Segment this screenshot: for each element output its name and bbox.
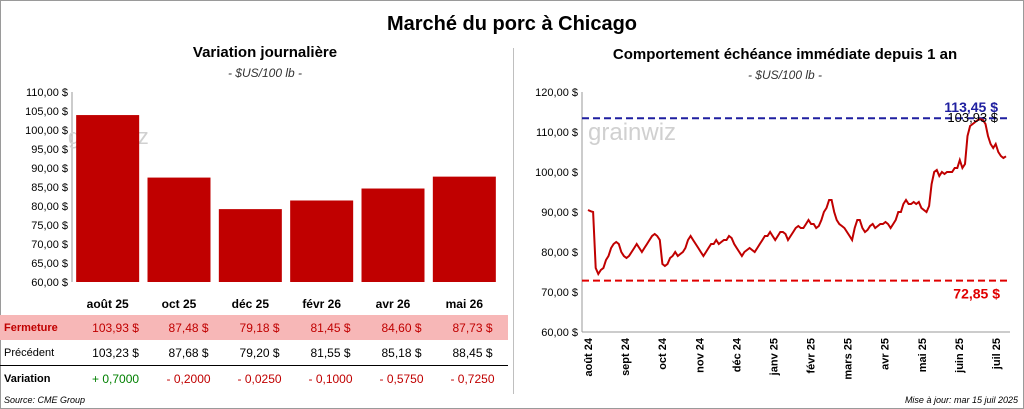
previous-label: Précédent	[0, 340, 78, 366]
variation-cell: - 0,0250	[237, 371, 282, 386]
page-title: Marché du porc à Chicago	[386, 13, 638, 35]
bar-x-tick-label: févr 26	[302, 297, 341, 311]
variation-cell: + 0,7000	[92, 371, 140, 386]
bar-x-tick-label: oct 25	[162, 297, 197, 311]
previous-row: Précédent 103,23 $ 87,68 $ 79,20 $ 81,55…	[0, 340, 508, 366]
bar-y-tick-label: 65,00 $	[31, 258, 68, 270]
bar-y-tick-label: 110,00 $	[26, 87, 68, 99]
line-watermark: grainwiz	[588, 119, 676, 146]
previous-cell: 81,55 $	[295, 340, 367, 366]
bar-y-tick-label: 60,00 $	[31, 277, 68, 289]
variation-label: Variation	[4, 372, 51, 385]
bar-y-tick-label: 75,00 $	[31, 220, 68, 232]
line-x-tick-label: sept 24	[620, 337, 632, 376]
bar	[290, 200, 354, 282]
line-x-tick-label: mai 25	[917, 338, 929, 372]
variation-cell: - 0,2000	[166, 371, 211, 386]
left-chart-title: Variation journalière	[192, 44, 338, 61]
low-value-label: 72,85 $	[953, 286, 1000, 302]
last-value-label: 103,93 $	[947, 110, 998, 125]
line-x-tick-label: juil 25	[991, 338, 1003, 370]
line-x-tick-label: avr 25	[880, 338, 892, 370]
high-value-label: 113,45 $	[944, 99, 998, 115]
bar-y-tick-label: 85,00 $	[31, 182, 68, 194]
bar-x-tick-label: déc 25	[232, 297, 270, 311]
bar	[147, 177, 211, 282]
line-x-tick-label: août 24	[583, 337, 595, 376]
line-x-tick-label: déc 24	[731, 337, 743, 372]
bar-x-tick-label: mai 26	[446, 297, 484, 311]
line-y-tick-label: 60,00 $	[541, 327, 578, 339]
line-x-tick-label: janv 25	[768, 338, 780, 376]
bar-y-tick-label: 105,00 $	[25, 106, 68, 118]
bar-y-tick-label: 100,00 $	[25, 125, 68, 137]
line-y-tick-label: 120,00 $	[535, 87, 578, 99]
bar-x-tick-label: août 25	[87, 297, 129, 311]
bar	[76, 115, 140, 282]
close-row: Fermeture 103,93 $ 87,48 $ 79,18 $ 81,45…	[0, 315, 508, 340]
line-y-tick-label: 110,00 $	[536, 127, 578, 139]
close-cell: 87,48 $	[153, 315, 225, 340]
panel-divider	[513, 48, 514, 394]
line-x-tick-label: mars 25	[843, 338, 855, 380]
close-cell: 81,45 $	[295, 315, 367, 340]
price-series-line	[587, 118, 1007, 277]
right-chart-unit: - $US/100 lb -	[747, 68, 823, 82]
previous-cell: 85,18 $	[366, 340, 437, 366]
line-y-tick-label: 80,00 $	[541, 247, 578, 259]
previous-cell: 87,68 $	[153, 340, 225, 366]
price-table: Fermeture 103,93 $ 87,48 $ 79,18 $ 81,45…	[0, 315, 508, 391]
variation-cell: - 0,1000	[308, 371, 353, 386]
bar-y-tick-label: 70,00 $	[31, 239, 68, 251]
bar	[218, 209, 282, 282]
line-y-tick-label: 100,00 $	[535, 167, 578, 179]
previous-cell: 103,23 $	[78, 340, 154, 366]
variation-cell: - 0,7250	[450, 371, 495, 386]
line-x-tick-label: févr 25	[806, 338, 818, 373]
left-chart-unit: - $US/100 lb -	[227, 66, 303, 80]
close-cell: 103,93 $	[78, 315, 154, 340]
line-y-tick-label: 90,00 $	[541, 207, 578, 219]
right-chart-title: Comportement échéance immédiate depuis 1…	[612, 46, 958, 63]
line-x-tick-label: nov 24	[694, 337, 706, 373]
close-cell: 87,73 $	[437, 315, 508, 340]
bar-chart: 60,00 $ 65,00 $ 70,00 $ 75,00 $ 80,00 $ 85,00…	[25, 87, 496, 311]
close-cell: 79,18 $	[224, 315, 296, 340]
close-cell: 84,60 $	[366, 315, 437, 340]
line-y-tick-label: 70,00 $	[541, 287, 578, 299]
source-note: Source: CME Group	[4, 395, 86, 405]
bar	[432, 176, 496, 282]
close-label: Fermeture	[0, 315, 78, 340]
bar-x-tick-label: avr 26	[376, 297, 411, 311]
bar-y-tick-label: 95,00 $	[31, 144, 68, 156]
line-x-tick-label: oct 24	[657, 337, 669, 370]
line-chart: 60,00 $ 70,00 $ 80,00 $ 90,00 $ 100,00 $ 110,…	[535, 87, 1010, 380]
variation-row: Variation + 0,7000 - 0,2000 - 0,0250 - 0…	[0, 366, 508, 392]
previous-cell: 88,45 $	[437, 340, 508, 366]
line-x-tick-label: juin 25	[954, 338, 966, 374]
update-note: Mise à jour: mar 15 juil 2025	[904, 395, 1018, 405]
previous-cell: 79,20 $	[224, 340, 296, 366]
variation-cell: - 0,5750	[379, 371, 424, 386]
bar-y-tick-label: 80,00 $	[31, 201, 68, 213]
bar-y-tick-label: 90,00 $	[31, 163, 68, 175]
bar	[361, 188, 425, 282]
